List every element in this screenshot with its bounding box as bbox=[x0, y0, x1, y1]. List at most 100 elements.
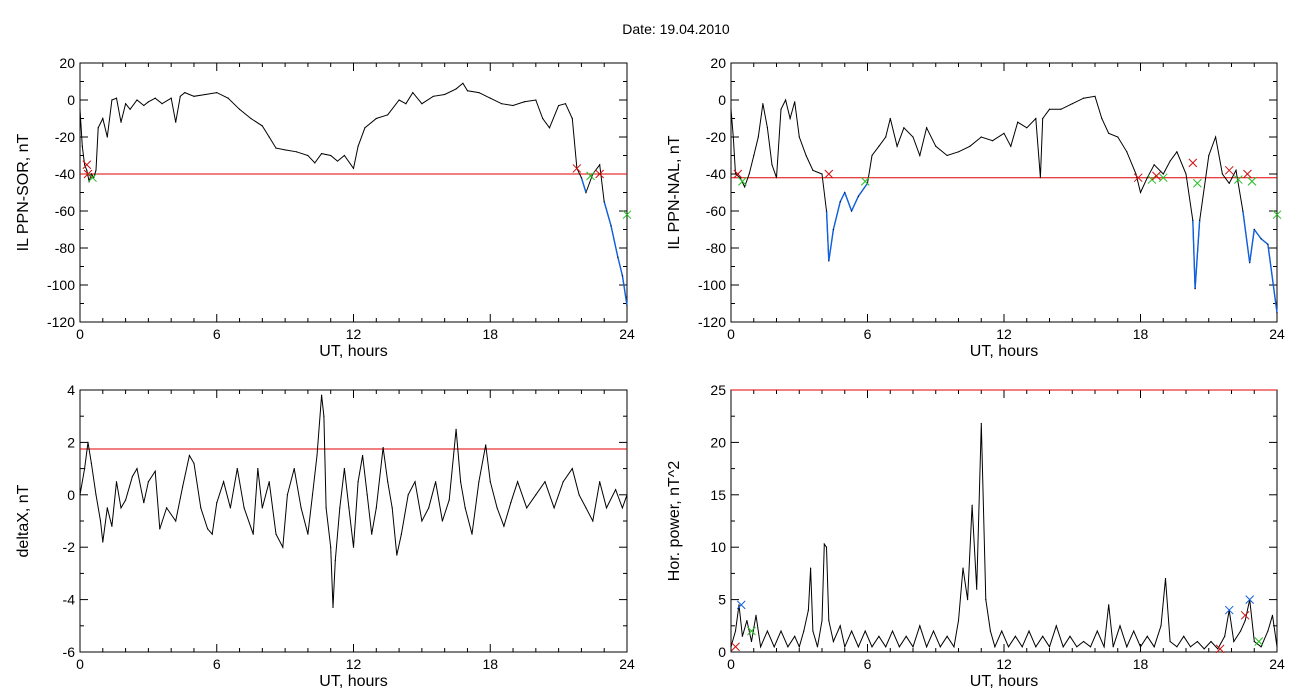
data-point bbox=[343, 468, 345, 470]
event-marker-stroke bbox=[1158, 173, 1168, 183]
data-point bbox=[1139, 646, 1142, 648]
x-tick-label: 12 bbox=[346, 656, 362, 672]
data-point bbox=[1126, 646, 1128, 648]
data-point bbox=[300, 507, 302, 509]
data-point bbox=[738, 604, 740, 606]
data-point bbox=[1185, 173, 1187, 175]
data-point bbox=[275, 533, 277, 535]
data-point bbox=[250, 117, 252, 120]
event-marker bbox=[595, 169, 605, 179]
below-threshold-segment bbox=[839, 192, 846, 203]
figure-title: Date: 19.04.2010 bbox=[622, 21, 730, 37]
below-threshold-segment bbox=[580, 177, 587, 193]
data-point bbox=[985, 599, 987, 601]
x-axis-label: UT, hours bbox=[319, 343, 387, 360]
data-point bbox=[99, 520, 102, 522]
data-point bbox=[81, 145, 83, 147]
data-point bbox=[1244, 619, 1246, 622]
y-tick-label: 20 bbox=[710, 55, 726, 71]
data-point bbox=[1089, 646, 1092, 648]
data-point bbox=[878, 145, 880, 147]
data-point bbox=[878, 635, 880, 637]
data-point bbox=[1014, 635, 1016, 637]
data-point bbox=[460, 481, 462, 483]
data-point bbox=[898, 646, 900, 648]
data-point bbox=[159, 528, 161, 530]
data-point bbox=[1176, 151, 1178, 153]
data-point bbox=[564, 103, 567, 105]
data-point bbox=[421, 520, 423, 522]
x-tick-label: 24 bbox=[619, 326, 635, 342]
below-threshold-segment bbox=[1242, 210, 1251, 263]
data-point bbox=[268, 481, 270, 483]
data-point bbox=[282, 546, 284, 548]
data-point bbox=[366, 494, 368, 496]
data-point bbox=[79, 494, 81, 496]
y-tick-label: -40 bbox=[706, 166, 726, 182]
data-point bbox=[175, 520, 177, 522]
data-point bbox=[236, 468, 238, 470]
data-point bbox=[352, 546, 355, 548]
event-marker bbox=[1224, 165, 1234, 175]
data-point bbox=[510, 502, 512, 504]
data-point bbox=[857, 195, 860, 197]
data-point bbox=[821, 619, 823, 622]
data-point bbox=[807, 609, 809, 611]
series-line bbox=[79, 82, 628, 306]
below-threshold-segment bbox=[832, 201, 841, 230]
data-point bbox=[227, 97, 229, 99]
y-axis-label: Hor. power, nT^2 bbox=[666, 461, 683, 582]
data-point bbox=[1108, 132, 1110, 134]
event-marker bbox=[738, 177, 747, 186]
data-point bbox=[325, 507, 327, 509]
data-point bbox=[375, 507, 377, 509]
data-point bbox=[343, 154, 345, 157]
data-point bbox=[268, 136, 270, 138]
event-marker-stroke bbox=[1233, 175, 1243, 184]
plot-p3: 0 6 12 18 24 4 2 0 -2 -4 -6 UT, hours deltaX, nT bbox=[15, 382, 635, 690]
y-tick-label: -20 bbox=[55, 129, 75, 145]
data-point bbox=[1169, 640, 1171, 643]
data-point bbox=[330, 546, 332, 548]
data-point bbox=[286, 494, 289, 496]
data-point bbox=[585, 507, 587, 509]
data-point bbox=[501, 103, 503, 105]
y-tick-label: -6 bbox=[63, 644, 76, 660]
data-point bbox=[257, 468, 259, 470]
data-point bbox=[102, 541, 104, 543]
data-point bbox=[1103, 646, 1105, 648]
data-point bbox=[889, 117, 891, 120]
data-point bbox=[478, 481, 480, 483]
y-tick-label: 0 bbox=[67, 487, 75, 503]
data-point bbox=[462, 82, 464, 84]
data-point bbox=[204, 93, 206, 96]
data-point bbox=[188, 454, 190, 457]
data-point bbox=[1083, 640, 1085, 643]
event-marker bbox=[586, 171, 595, 181]
data-point bbox=[1112, 646, 1114, 648]
data-point bbox=[905, 635, 907, 637]
data-point bbox=[739, 177, 741, 179]
data-point bbox=[179, 95, 181, 97]
data-point bbox=[605, 507, 608, 509]
data-point bbox=[1176, 646, 1178, 648]
data-point bbox=[1042, 635, 1044, 637]
data-point bbox=[1210, 640, 1212, 643]
data-point bbox=[976, 588, 978, 590]
event-marker-stroke bbox=[733, 169, 743, 179]
data-point bbox=[946, 154, 948, 157]
data-point bbox=[512, 104, 514, 107]
data-point bbox=[243, 507, 245, 509]
data-point bbox=[775, 177, 778, 179]
data-point bbox=[626, 494, 628, 496]
data-point bbox=[1139, 191, 1142, 194]
event-marker-stroke bbox=[1152, 171, 1161, 181]
data-point bbox=[919, 154, 921, 157]
below-threshold-segment bbox=[825, 210, 830, 261]
data-point bbox=[83, 468, 86, 470]
data-point bbox=[821, 173, 823, 175]
data-point bbox=[578, 494, 580, 496]
data-point bbox=[371, 533, 373, 535]
event-marker-stroke bbox=[1133, 173, 1143, 183]
data-point bbox=[441, 520, 443, 522]
